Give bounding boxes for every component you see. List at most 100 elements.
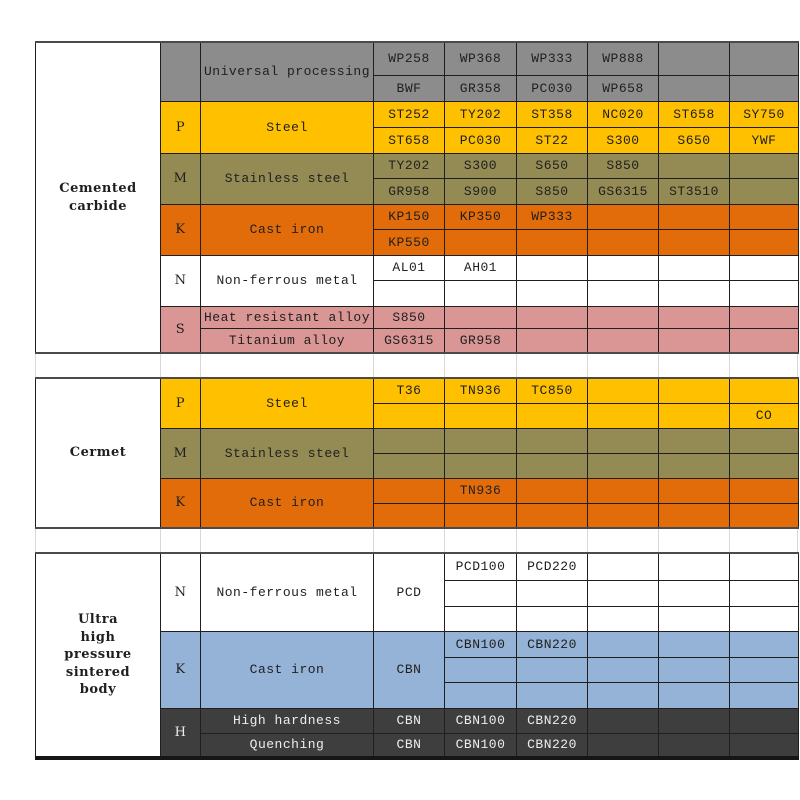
empty-cell bbox=[516, 402, 588, 429]
table-row: S Heat resistant alloy S850 bbox=[36, 305, 799, 354]
application-cell: Heat resistant alloy bbox=[200, 305, 374, 329]
empty-cell bbox=[516, 305, 588, 329]
empty-cell bbox=[516, 427, 588, 454]
code-cell: WP333 bbox=[516, 41, 588, 76]
code-cell: WP658 bbox=[587, 74, 659, 102]
table-row bbox=[36, 656, 799, 683]
code-cell: SY750 bbox=[729, 100, 799, 128]
empty-cell bbox=[658, 254, 730, 281]
code-cell: S300 bbox=[587, 126, 659, 154]
empty-cell bbox=[516, 656, 588, 683]
section-table-cermet: Cermet P Steel T36 TN936 TC850 CO M Stainless st… bbox=[35, 377, 799, 529]
code-cell: WP368 bbox=[444, 41, 517, 76]
code-cell: TC850 bbox=[516, 377, 588, 404]
application-cell: Non-ferrous metal bbox=[200, 552, 374, 632]
empty-cell bbox=[373, 427, 445, 454]
empty-cell bbox=[729, 707, 799, 734]
code-cell: PC030 bbox=[516, 74, 588, 102]
empty-cell bbox=[516, 452, 588, 479]
empty-cell bbox=[658, 502, 730, 529]
code-cell: PCD220 bbox=[516, 552, 588, 581]
code-cell: PCD100 bbox=[444, 552, 517, 581]
faint-gridline bbox=[797, 528, 798, 552]
empty-cell bbox=[729, 203, 799, 230]
code-cell: TY202 bbox=[444, 100, 517, 128]
faint-gridline bbox=[200, 353, 201, 377]
code-cell: S850 bbox=[516, 177, 588, 205]
empty-cell bbox=[658, 552, 730, 581]
code-cell: S900 bbox=[444, 177, 517, 205]
empty-cell bbox=[658, 402, 730, 429]
empty-cell bbox=[587, 732, 659, 759]
application-cell: Titanium alloy bbox=[200, 327, 374, 354]
merged-code-cell: CBN bbox=[373, 630, 445, 709]
table-row: KP550 bbox=[36, 228, 799, 256]
code-cell: KP550 bbox=[373, 228, 445, 256]
application-cell: High hardness bbox=[200, 707, 374, 734]
code-cell: TY202 bbox=[373, 152, 445, 179]
code-cell: GS6315 bbox=[587, 177, 659, 205]
empty-cell bbox=[587, 203, 659, 230]
code-cell: WP888 bbox=[587, 41, 659, 76]
code-cell: ST3510 bbox=[658, 177, 730, 205]
table-row: N Non-ferrous metal AL01 AH01 bbox=[36, 254, 799, 307]
table-row: Cermet P Steel T36 TN936 TC850 bbox=[35, 377, 799, 529]
application-cell: Cast iron bbox=[200, 477, 374, 529]
empty-cell bbox=[729, 681, 799, 709]
faint-gridline bbox=[516, 353, 517, 377]
letter-cell: S bbox=[160, 305, 201, 354]
table-row: K Cast iron CBN CBN100 CBN220 bbox=[36, 630, 799, 709]
faint-gridline bbox=[797, 353, 798, 377]
material-name-line: pressure bbox=[64, 647, 132, 663]
empty-cell bbox=[587, 502, 659, 529]
empty-cell bbox=[658, 377, 730, 404]
empty-cell bbox=[658, 305, 730, 329]
faint-gridline bbox=[587, 353, 588, 377]
table-row: Cemented carbide Universal processing WP258… bbox=[35, 41, 799, 354]
empty-cell bbox=[729, 605, 799, 632]
application-cell: Quenching bbox=[200, 732, 374, 759]
code-cell: ST658 bbox=[373, 126, 445, 154]
code-cell: CBN100 bbox=[444, 732, 517, 759]
code-cell: GR358 bbox=[444, 74, 517, 102]
empty-cell bbox=[729, 579, 799, 607]
code-cell: S650 bbox=[658, 126, 730, 154]
code-cell: AH01 bbox=[444, 254, 517, 281]
empty-cell bbox=[587, 327, 659, 354]
section-table-cemented-carbide: Cemented carbide Universal processing WP258… bbox=[35, 41, 799, 354]
empty-cell bbox=[658, 279, 730, 307]
empty-cell bbox=[729, 377, 799, 404]
empty-cell bbox=[658, 203, 730, 230]
empty-cell bbox=[729, 552, 799, 581]
empty-cell bbox=[444, 681, 517, 709]
empty-cell bbox=[516, 254, 588, 281]
application-cell: Steel bbox=[200, 377, 374, 429]
empty-cell bbox=[587, 681, 659, 709]
letter-cell bbox=[160, 41, 201, 102]
material-name-line: carbide bbox=[68, 198, 128, 214]
empty-cell bbox=[587, 305, 659, 329]
empty-cell bbox=[587, 427, 659, 454]
material-name-line: body bbox=[79, 682, 117, 698]
code-cell: CBN220 bbox=[516, 707, 588, 734]
code-cell: ST252 bbox=[373, 100, 445, 128]
table-row: BWF GR358 PC030 WP658 bbox=[36, 74, 799, 102]
table-row: K Cast iron TN936 bbox=[36, 477, 799, 529]
empty-cell bbox=[444, 502, 517, 529]
empty-cell bbox=[729, 74, 799, 102]
code-cell: AL01 bbox=[373, 254, 445, 281]
empty-cell bbox=[658, 656, 730, 683]
faint-gridline bbox=[729, 353, 730, 377]
empty-cell bbox=[587, 630, 659, 658]
table-row bbox=[36, 605, 799, 632]
application-cell: Universal processing bbox=[200, 41, 374, 102]
empty-cell bbox=[516, 579, 588, 607]
faint-gridline bbox=[373, 528, 374, 552]
empty-cell bbox=[587, 656, 659, 683]
material-cell: Cemented carbide bbox=[35, 41, 161, 354]
empty-cell bbox=[729, 177, 799, 205]
empty-cell bbox=[729, 305, 799, 329]
empty-cell bbox=[516, 477, 588, 504]
empty-cell bbox=[658, 327, 730, 354]
